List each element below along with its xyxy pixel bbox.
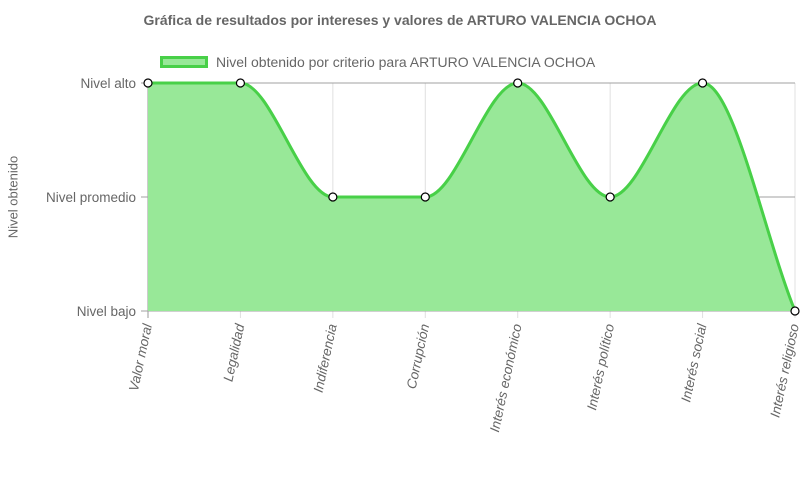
data-point[interactable] <box>143 78 153 88</box>
data-point[interactable] <box>697 78 708 88</box>
legend-swatch <box>160 56 208 68</box>
x-tick-label: Interés económico <box>487 322 525 433</box>
x-tick-label: Interés religioso <box>767 322 800 419</box>
y-tick-label: Nivel promedio <box>46 190 136 205</box>
data-point[interactable] <box>420 192 430 202</box>
y-tick-labels: Nivel bajo Nivel promedio Nivel alto <box>46 76 136 319</box>
data-point[interactable] <box>513 78 523 88</box>
data-points <box>143 78 800 316</box>
x-tick-label: Indiferencia <box>311 322 340 394</box>
legend[interactable]: Nivel obtenido por criterio para ARTURO … <box>160 53 595 71</box>
x-tick-label: Interés político <box>584 322 617 411</box>
legend-label: Nivel obtenido por criterio para ARTURO … <box>216 54 596 70</box>
x-tick-label: Valor moral <box>126 322 155 393</box>
x-tick-label: Interés social <box>678 322 709 404</box>
x-tick-labels: Valor moral Legalidad Indiferencia Corrupci… <box>126 322 800 434</box>
data-point[interactable] <box>328 192 338 202</box>
y-tick-label: Nivel bajo <box>77 304 136 319</box>
data-point[interactable] <box>235 78 246 88</box>
y-tick-label: Nivel alto <box>80 76 136 91</box>
x-tick-label: Corrupción <box>404 323 432 391</box>
data-point[interactable] <box>790 306 800 316</box>
data-point[interactable] <box>605 192 615 202</box>
x-tick-label: Legalidad <box>221 322 248 383</box>
chart-title: Gráfica de resultados por intereses y va… <box>143 12 657 28</box>
series-area <box>148 83 795 311</box>
